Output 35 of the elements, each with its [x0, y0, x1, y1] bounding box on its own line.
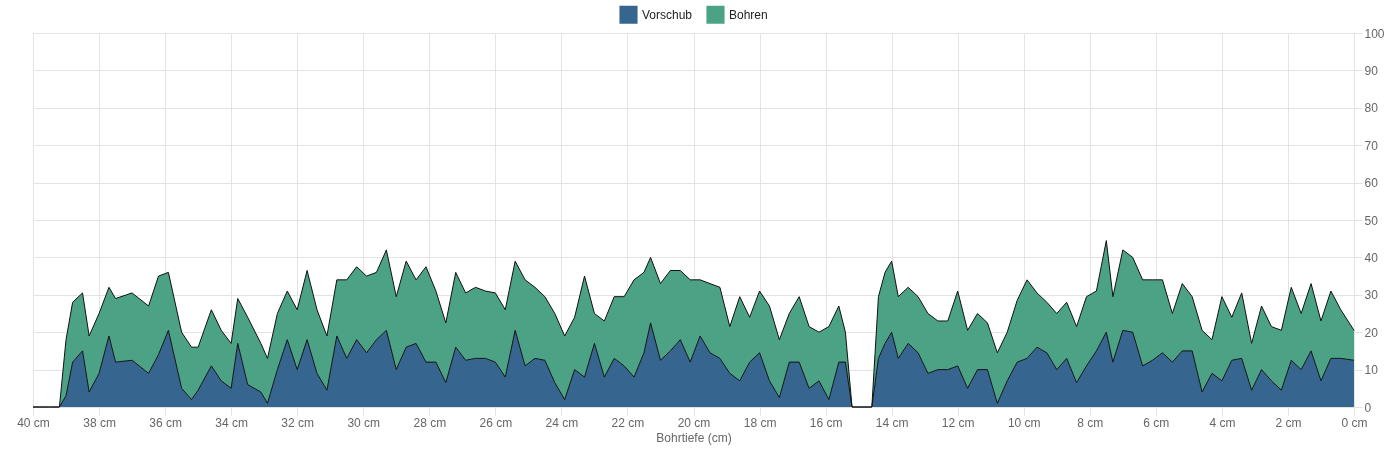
x-tick-label: 26 cm [479, 415, 513, 430]
x-tick-label: 20 cm [677, 415, 711, 430]
x-tick-label: 16 cm [809, 415, 843, 430]
y-tick-label: 60 [1364, 176, 1379, 191]
x-tick-label: 30 cm [347, 415, 381, 430]
x-tick-label: 14 cm [875, 415, 909, 430]
x-tick-label: 0 cm [1341, 415, 1368, 430]
x-tick-label: 10 cm [1007, 415, 1041, 430]
x-tick-label: 18 cm [743, 415, 777, 430]
x-tick-label: 22 cm [611, 415, 645, 430]
y-tick-label: 40 [1364, 250, 1379, 265]
x-tick-label: 4 cm [1209, 415, 1236, 430]
x-tick-label: 6 cm [1143, 415, 1170, 430]
x-tick-label: 32 cm [281, 415, 315, 430]
y-tick-label: 0 [1364, 400, 1372, 415]
y-tick-label: 70 [1364, 138, 1379, 153]
y-tick-label: 50 [1364, 213, 1379, 228]
y-tick-label: 90 [1364, 63, 1379, 78]
y-tick-label: 20 [1364, 325, 1379, 340]
y-tick-label: 100 [1364, 26, 1385, 41]
x-axis-title: Bohrtiefe (cm) [656, 430, 732, 445]
x-tick-label: 8 cm [1077, 415, 1104, 430]
x-tick-label: 24 cm [545, 415, 579, 430]
x-tick-label: 40 cm [17, 415, 50, 430]
x-tick-label: 36 cm [149, 415, 182, 430]
x-tick-label: 2 cm [1275, 415, 1302, 430]
y-tick-label: 30 [1364, 288, 1379, 303]
x-tick-label: 34 cm [215, 415, 248, 430]
x-tick-label: 12 cm [941, 415, 975, 430]
legend-label: Bohren [729, 7, 768, 22]
x-tick-label: 28 cm [413, 415, 447, 430]
legend-label: Vorschub [642, 7, 693, 22]
x-tick-label: 38 cm [83, 415, 116, 430]
y-tick-label: 80 [1364, 101, 1379, 116]
y-tick-label: 10 [1364, 363, 1379, 378]
